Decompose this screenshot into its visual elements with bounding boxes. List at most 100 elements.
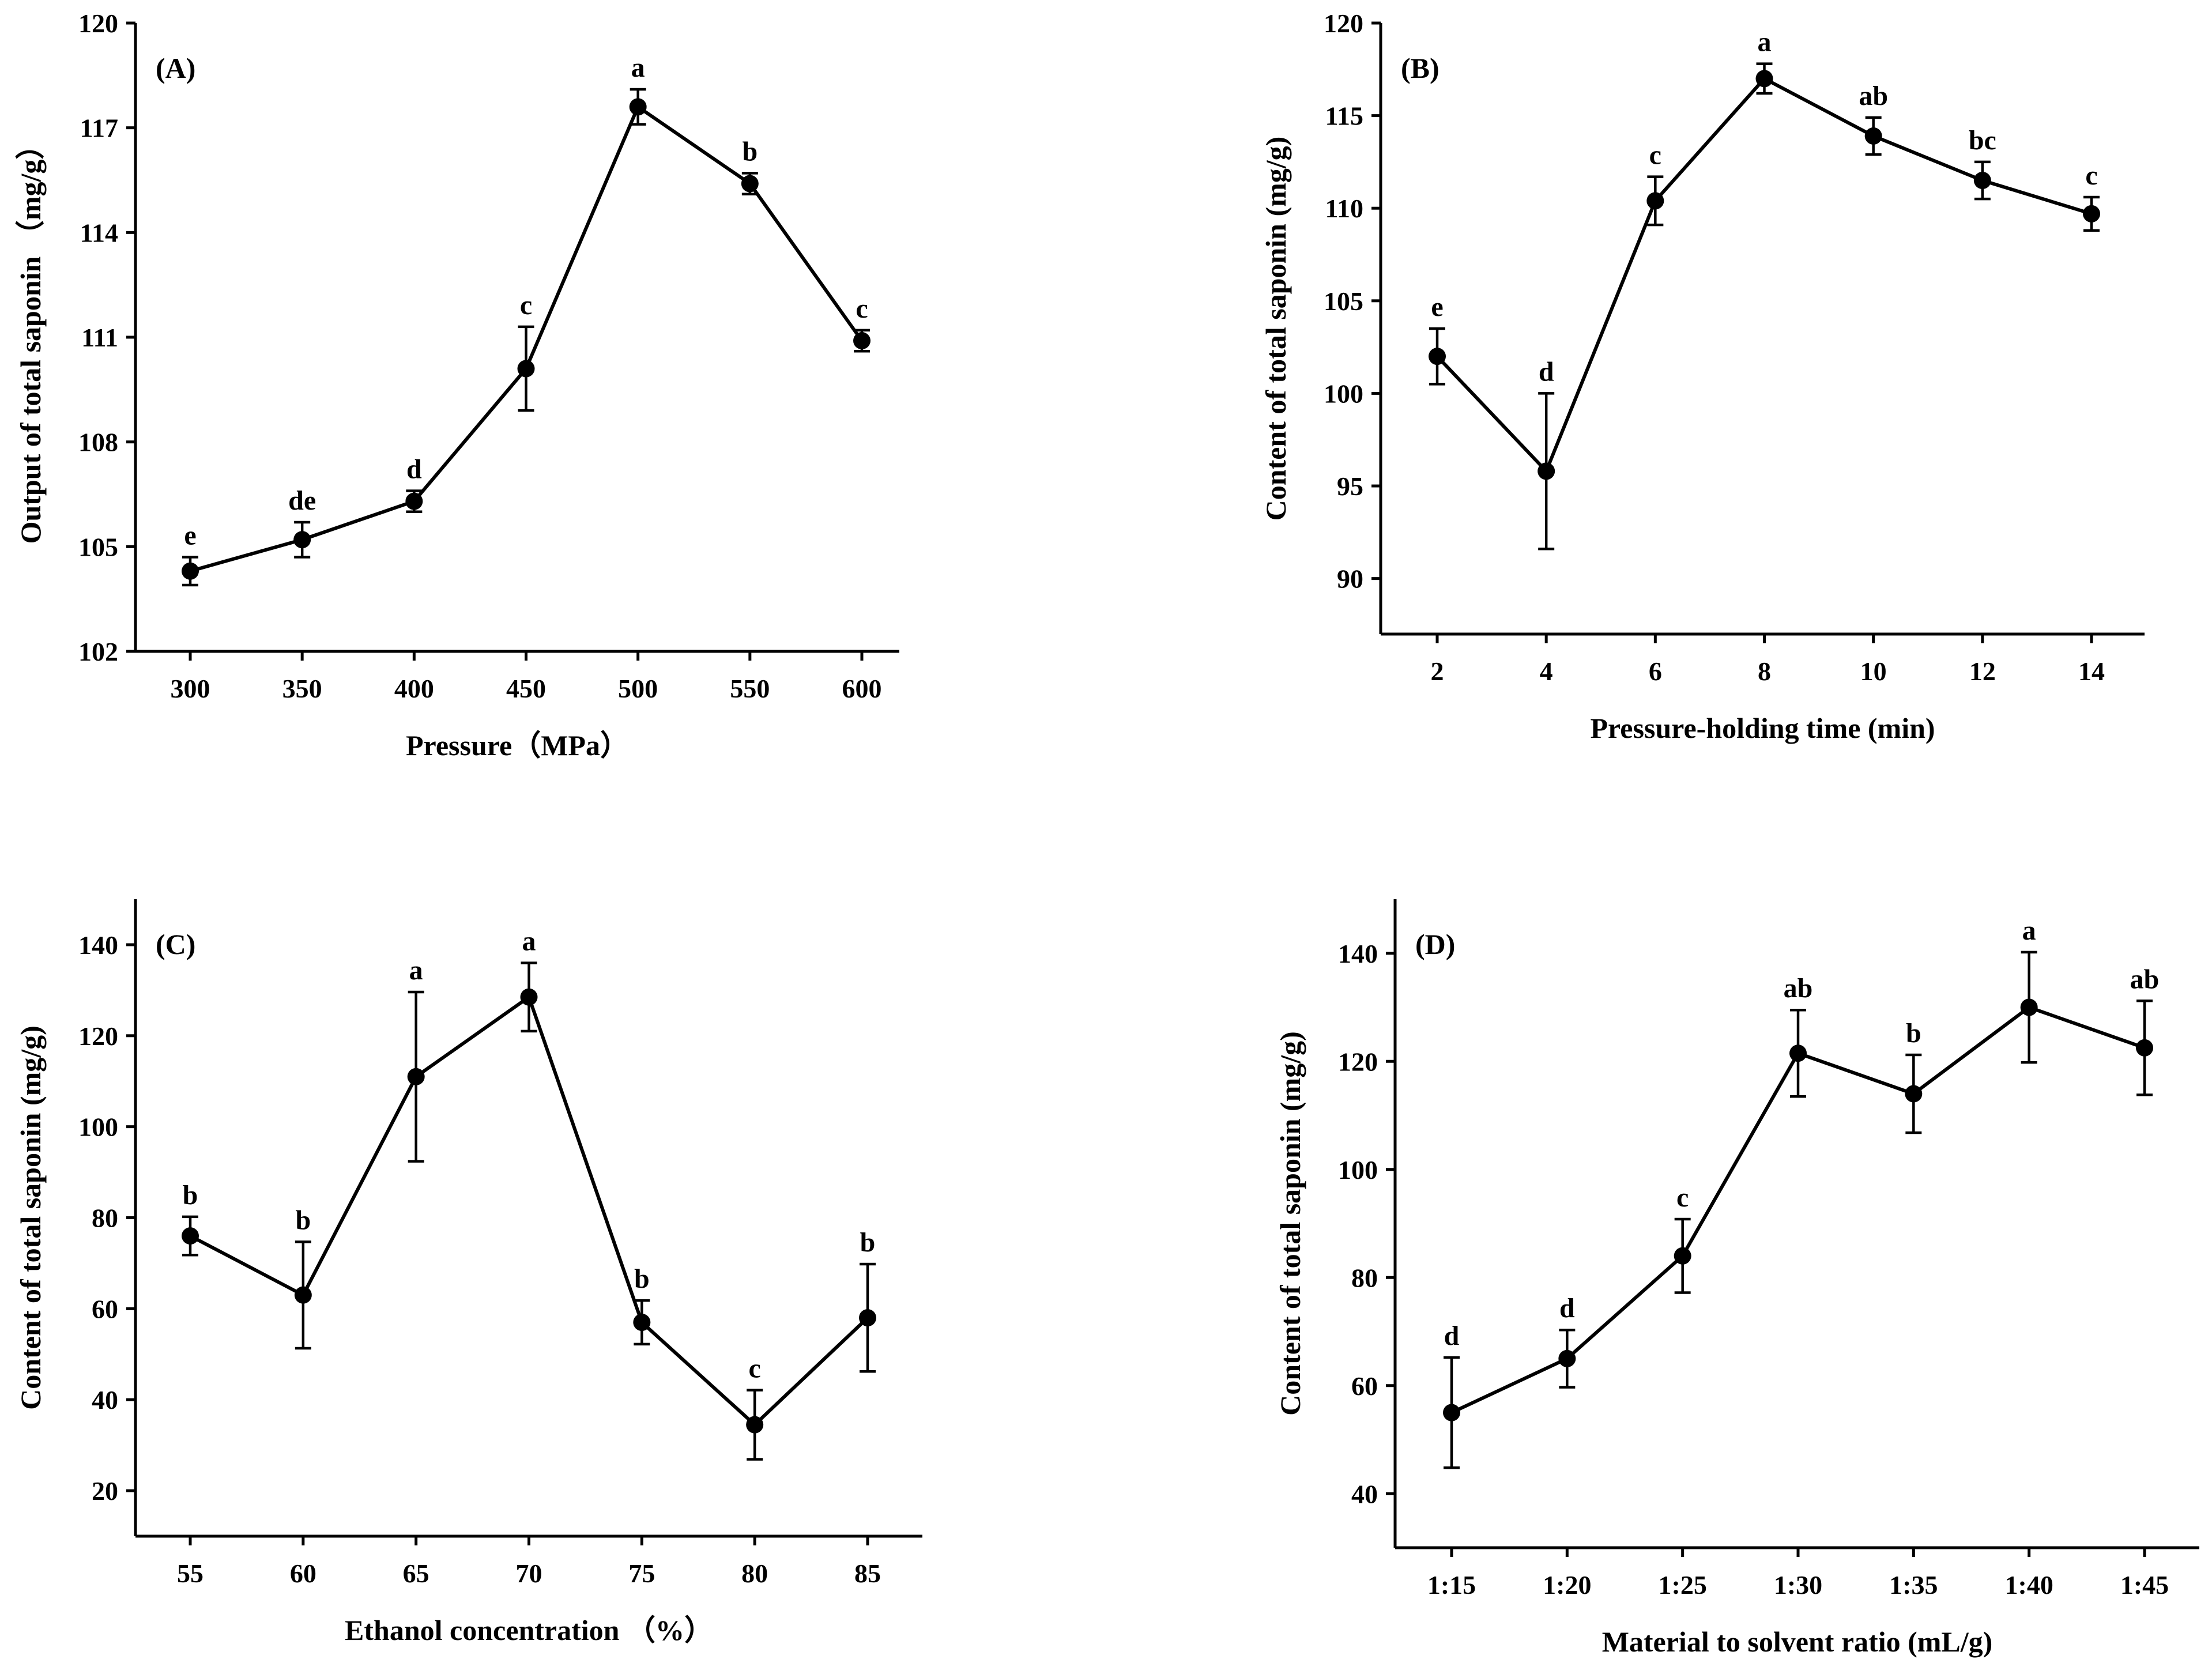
significance-label: e xyxy=(184,521,196,551)
y-tick-label: 40 xyxy=(92,1385,118,1415)
data-point xyxy=(1443,1404,1460,1421)
y-tick-label: 80 xyxy=(92,1204,118,1233)
significance-label: b xyxy=(634,1264,650,1294)
y-tick-label: 120 xyxy=(1324,9,1363,38)
y-tick-label: 105 xyxy=(78,532,118,561)
significance-label: a xyxy=(1758,27,1772,58)
significance-label: e xyxy=(1431,292,1443,322)
data-point xyxy=(859,1309,876,1327)
y-tick-label: 95 xyxy=(1337,472,1363,501)
data-point xyxy=(853,332,871,350)
data-point xyxy=(1674,1247,1691,1265)
data-point xyxy=(293,531,311,549)
data-point xyxy=(182,562,199,580)
significance-label: d xyxy=(406,454,422,484)
data-point xyxy=(1864,127,1882,145)
significance-label: ab xyxy=(2130,964,2160,994)
x-tick-label: 75 xyxy=(628,1559,655,1588)
y-axis-title: Content of total saponin (mg/g) xyxy=(1260,137,1292,521)
x-tick-label: 2 xyxy=(1431,657,1444,686)
y-tick-label: 140 xyxy=(1338,939,1378,968)
y-tick-label: 60 xyxy=(1351,1371,1378,1401)
y-axis-title: Output of total saponin （mg/g） xyxy=(14,131,47,544)
series-line xyxy=(189,994,869,1427)
data-point xyxy=(1789,1044,1807,1062)
significance-label: d xyxy=(1539,356,1554,387)
y-tick-label: 120 xyxy=(1338,1047,1378,1076)
chart-panel-b: 90 95 100 105 110 115 120 2 4 6 8 10 12 14 Pressure-ho… xyxy=(1260,9,2145,744)
x-tick-label: 1:40 xyxy=(2005,1570,2053,1600)
x-tick-label: 400 xyxy=(394,674,434,703)
data-point xyxy=(741,175,759,193)
y-axis-title: Content of total saponin (mg/g) xyxy=(1274,1031,1306,1416)
data-point xyxy=(405,492,423,510)
data-point xyxy=(294,1286,312,1304)
x-tick-label: 350 xyxy=(282,674,322,703)
data-point xyxy=(1905,1085,1923,1103)
significance-label: b xyxy=(742,136,758,167)
chart-panel-a: 102 105 108 111 114 117 120 300 350 400 450 500 550 6… xyxy=(14,9,899,761)
x-tick-label: 1:20 xyxy=(1543,1570,1591,1600)
data-point xyxy=(2136,1039,2153,1057)
panel-label: (B) xyxy=(1401,52,1440,84)
x-tick-label: 65 xyxy=(403,1559,429,1588)
x-axis-title: Ethanol concentration （%） xyxy=(345,1614,713,1646)
chart-panel-c: 20 40 60 80 100 120 140 55 60 65 70 75 80 85 Ethanol c… xyxy=(14,899,922,1646)
y-tick-label: 100 xyxy=(1324,379,1363,408)
x-tick-label: 1:45 xyxy=(2120,1570,2169,1600)
x-axis-title: Pressure-holding time (min) xyxy=(1590,712,1935,744)
significance-label: b xyxy=(295,1205,311,1235)
x-tick-label: 8 xyxy=(1758,657,1771,686)
y-tick-label: 100 xyxy=(1338,1155,1378,1185)
y-tick-label: 90 xyxy=(1337,564,1363,594)
x-tick-label: 60 xyxy=(290,1559,316,1588)
significance-label: d xyxy=(1559,1293,1575,1323)
data-point xyxy=(1558,1349,1576,1367)
x-tick-label: 10 xyxy=(1860,657,1887,686)
significance-label: ab xyxy=(1859,81,1888,111)
data-point xyxy=(633,1314,651,1332)
y-tick-label: 114 xyxy=(80,218,118,247)
x-tick-label: 14 xyxy=(2078,657,2105,686)
x-tick-label: 1:25 xyxy=(1659,1570,1707,1600)
panel-label: (A) xyxy=(156,52,195,84)
significance-label: c xyxy=(1649,140,1661,171)
panel-label: (C) xyxy=(156,928,195,960)
x-axis-title: Pressure（MPa） xyxy=(406,729,629,761)
chart-panel-d: 40 60 80 100 120 140 1:15 1:20 1:25 1:30 1:35 1:40 1… xyxy=(1274,899,2199,1658)
x-tick-label: 300 xyxy=(171,674,210,703)
data-point xyxy=(1538,462,1555,480)
y-axis-title: Content of total saponin (mg/g) xyxy=(14,1025,47,1410)
x-tick-label: 80 xyxy=(741,1559,768,1588)
x-tick-label: 1:15 xyxy=(1427,1570,1476,1600)
y-tick-label: 80 xyxy=(1351,1263,1378,1292)
x-tick-label: 450 xyxy=(506,674,546,703)
x-tick-label: 55 xyxy=(177,1559,204,1588)
significance-label: a xyxy=(522,926,536,957)
x-tick-label: 4 xyxy=(1540,657,1553,686)
y-tick-label: 140 xyxy=(78,930,118,960)
significance-label: a xyxy=(631,52,645,83)
significance-label: c xyxy=(749,1353,761,1384)
x-tick-label: 6 xyxy=(1649,657,1662,686)
panel-label: (D) xyxy=(1415,928,1455,960)
y-tick-label: 100 xyxy=(78,1113,118,1142)
data-point xyxy=(520,988,538,1006)
data-point xyxy=(407,1068,425,1085)
y-tick-label: 40 xyxy=(1351,1479,1378,1509)
x-tick-label: 85 xyxy=(854,1559,881,1588)
significance-label: d xyxy=(1444,1321,1460,1351)
significance-label: ab xyxy=(1784,973,1813,1004)
data-point xyxy=(1429,348,1446,365)
y-tick-label: 117 xyxy=(80,114,118,143)
significance-label: bc xyxy=(1969,125,1996,156)
data-point xyxy=(182,1227,199,1245)
x-tick-label: 500 xyxy=(618,674,658,703)
x-axis-title: Material to solvent ratio (mL/g) xyxy=(1602,1626,1993,1658)
data-point xyxy=(746,1416,764,1434)
y-tick-label: 20 xyxy=(92,1476,118,1506)
y-tick-label: 108 xyxy=(78,428,118,457)
y-tick-label: 102 xyxy=(78,637,118,666)
significance-label: a xyxy=(2022,915,2036,946)
